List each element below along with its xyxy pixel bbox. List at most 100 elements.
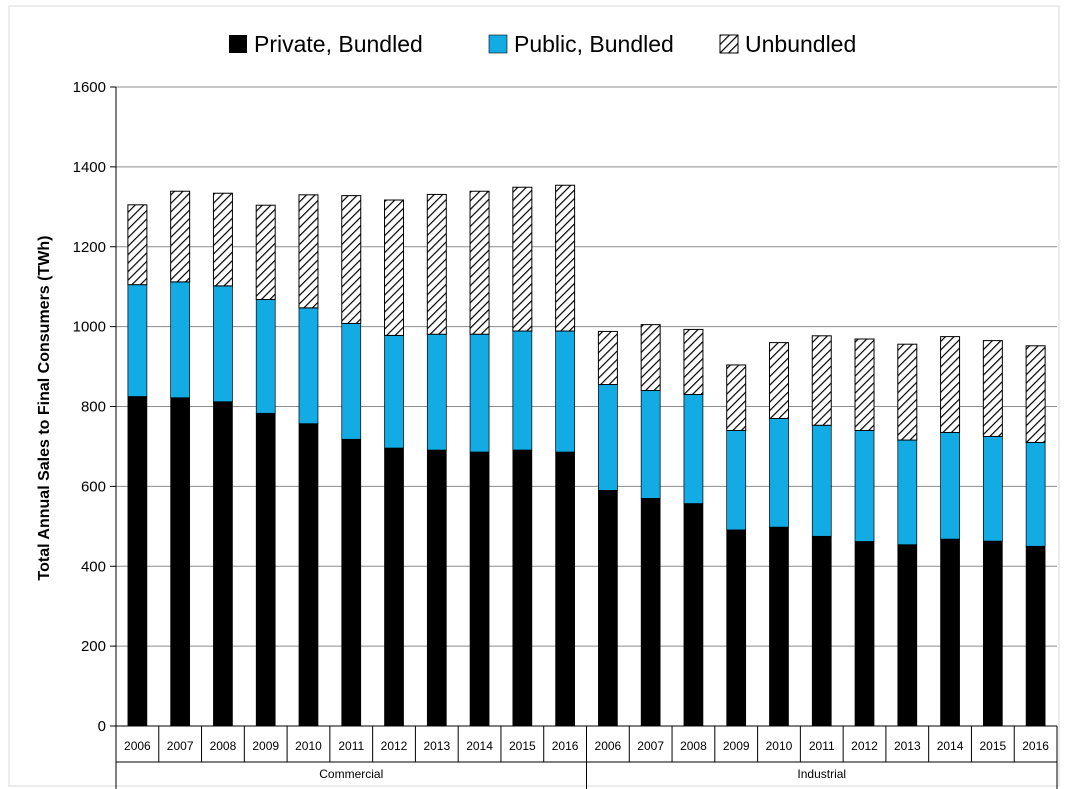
bar-unbundled (940, 336, 961, 433)
legend-label-private-bundled: Private, Bundled (254, 31, 423, 57)
bar-private-bundled (982, 540, 1003, 727)
bar-public-bundled (982, 436, 1003, 542)
bar-private-bundled (426, 449, 447, 727)
bar-unbundled (298, 194, 319, 309)
bars (127, 184, 1046, 727)
bar-private-bundled (384, 447, 404, 727)
x-category-label: 2016 (552, 739, 579, 753)
bar-private-bundled (1025, 545, 1046, 727)
bar-unbundled (384, 199, 405, 336)
x-category-label: 2011 (809, 739, 835, 753)
bar-private-bundled (640, 498, 661, 727)
x-category-label: 2009 (723, 739, 750, 753)
bar-public-bundled (213, 285, 233, 403)
x-category-label: 2013 (423, 739, 450, 753)
x-category-label: 2012 (851, 739, 878, 753)
x-category-label: 2016 (1022, 739, 1049, 753)
bar-public-bundled (170, 281, 191, 399)
bar-unbundled (170, 190, 191, 283)
legend-label-public-bundled: Public, Bundled (514, 31, 674, 57)
x-category-label: 2006 (124, 739, 151, 753)
bar-unbundled (768, 342, 789, 419)
bar-public-bundled (854, 430, 875, 542)
y-tick-label: 800 (81, 399, 106, 416)
x-category-label: 2009 (252, 739, 279, 753)
bar-private-bundled (683, 503, 704, 727)
bar-public-bundled (640, 390, 661, 499)
legend-swatch-private-bundled (229, 35, 247, 53)
bar-private-bundled (598, 490, 618, 727)
bar-private-bundled (940, 538, 960, 727)
y-tick-label: 1600 (73, 79, 106, 96)
bar-private-bundled (298, 423, 319, 727)
axes (110, 86, 1058, 789)
bar-private-bundled (469, 451, 490, 727)
bar-public-bundled (512, 330, 533, 451)
y-tick-label: 400 (81, 558, 106, 575)
y-tick-label: 1200 (73, 239, 106, 256)
y-axis-label: Total Annual Sales to Final Consumers (T… (36, 236, 53, 581)
y-tick-label: 0 (98, 718, 106, 735)
legend: Private, Bundled Public, Bundled Unbundl… (229, 31, 856, 57)
bar-public-bundled (127, 284, 148, 397)
bar-unbundled (640, 324, 661, 392)
legend-swatch-public-bundled (488, 34, 508, 54)
x-category-label: 2010 (766, 739, 793, 753)
bar-private-bundled (170, 397, 191, 727)
bar-private-bundled (555, 451, 575, 727)
bar-private-bundled (127, 396, 148, 727)
bar-unbundled (512, 186, 533, 332)
bar-unbundled (255, 204, 276, 300)
y-tick-label: 200 (81, 638, 106, 655)
x-category-label: 2013 (894, 739, 921, 753)
bar-public-bundled (384, 335, 404, 449)
bar-unbundled (1025, 345, 1046, 443)
bar-unbundled (897, 343, 918, 441)
bar-private-bundled (811, 535, 832, 727)
bar-unbundled (811, 335, 832, 426)
bar-private-bundled (726, 529, 747, 727)
x-category-label: 2010 (295, 739, 322, 753)
bar-unbundled (127, 204, 148, 286)
x-category-label: 2015 (979, 739, 1006, 753)
y-tick-label: 1000 (73, 319, 106, 336)
bar-unbundled (469, 190, 490, 335)
bar-public-bundled (555, 330, 575, 453)
x-category-label: 2012 (381, 739, 408, 753)
legend-label-unbundled: Unbundled (745, 31, 856, 57)
bar-private-bundled (769, 526, 789, 727)
bar-public-bundled (341, 323, 362, 440)
bar-unbundled (597, 330, 618, 386)
bar-public-bundled (769, 418, 789, 528)
x-category-label: 2008 (680, 739, 707, 753)
x-category-label: 2011 (338, 739, 364, 753)
x-category-label: 2007 (167, 739, 194, 753)
x-group-label: Commercial (319, 767, 383, 781)
bar-unbundled (426, 193, 447, 335)
bar-public-bundled (683, 394, 704, 504)
bar-public-bundled (598, 384, 618, 491)
x-category-label: 2006 (595, 739, 622, 753)
bar-public-bundled (1025, 442, 1046, 547)
x-category-label: 2007 (637, 739, 664, 753)
bar-public-bundled (469, 333, 490, 453)
legend-swatch-unbundled (719, 34, 739, 54)
bar-private-bundled (512, 449, 533, 727)
bar-unbundled (726, 364, 747, 431)
x-category-labels: 2006 2007 2008 2009 2010 2011 2012 2013 2014 2015… (124, 739, 1049, 753)
x-category-label: 2015 (509, 739, 536, 753)
bar-public-bundled (811, 424, 832, 537)
bar-private-bundled (341, 438, 362, 727)
y-tick-label: 600 (81, 478, 106, 495)
bar-public-bundled (426, 333, 447, 451)
bar-unbundled (555, 184, 576, 332)
x-category-label: 2008 (210, 739, 237, 753)
x-category-label: 2014 (466, 739, 493, 753)
bar-unbundled (982, 340, 1003, 437)
bar-private-bundled (255, 412, 276, 727)
y-tick-labels: 0 200 400 600 800 1000 1200 1400 1600 (73, 79, 106, 735)
bar-private-bundled (213, 401, 233, 727)
bar-unbundled (683, 328, 704, 396)
